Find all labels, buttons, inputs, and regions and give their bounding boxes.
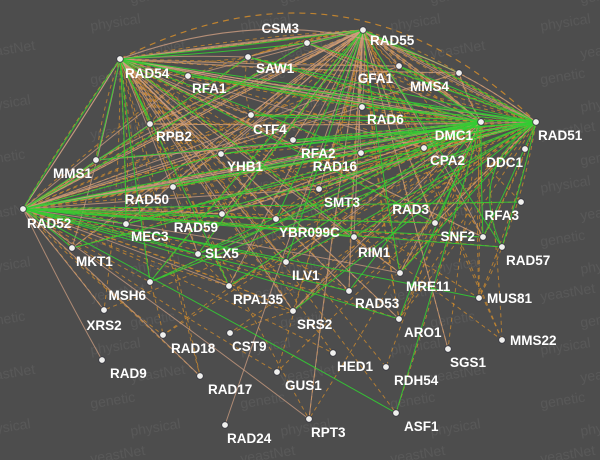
svg-text:ILV1: ILV1 bbox=[292, 268, 320, 283]
svg-text:DMC1: DMC1 bbox=[435, 128, 474, 143]
svg-text:MKT1: MKT1 bbox=[76, 254, 113, 269]
svg-text:SRS2: SRS2 bbox=[297, 317, 332, 332]
svg-text:YBR099C: YBR099C bbox=[279, 225, 340, 240]
svg-text:GFA1: GFA1 bbox=[358, 71, 394, 86]
svg-text:RPT3: RPT3 bbox=[311, 425, 346, 440]
svg-text:CST9: CST9 bbox=[232, 339, 267, 354]
svg-text:RAD55: RAD55 bbox=[370, 33, 415, 48]
svg-text:ASF1: ASF1 bbox=[404, 419, 439, 434]
svg-text:RDH54: RDH54 bbox=[394, 373, 439, 388]
svg-text:ARO1: ARO1 bbox=[404, 325, 442, 340]
svg-text:RAD18: RAD18 bbox=[171, 341, 216, 356]
svg-text:SMT3: SMT3 bbox=[324, 195, 360, 210]
svg-text:RAD17: RAD17 bbox=[208, 382, 252, 397]
svg-text:RAD50: RAD50 bbox=[125, 192, 169, 207]
svg-text:CSM3: CSM3 bbox=[261, 21, 299, 36]
svg-text:RPB2: RPB2 bbox=[156, 129, 192, 144]
svg-text:RFA3: RFA3 bbox=[484, 208, 519, 223]
svg-text:MEC3: MEC3 bbox=[131, 229, 169, 244]
svg-text:RFA1: RFA1 bbox=[192, 81, 227, 96]
svg-text:RAD54: RAD54 bbox=[125, 66, 170, 81]
svg-text:YHB1: YHB1 bbox=[227, 159, 264, 174]
svg-text:MMS4: MMS4 bbox=[410, 79, 449, 94]
svg-text:RAD51: RAD51 bbox=[538, 128, 583, 143]
svg-text:XRS2: XRS2 bbox=[86, 318, 121, 333]
svg-text:CPA2: CPA2 bbox=[430, 153, 465, 168]
svg-text:RAD53: RAD53 bbox=[355, 296, 400, 311]
svg-text:SGS1: SGS1 bbox=[450, 355, 487, 370]
svg-text:MMS1: MMS1 bbox=[53, 166, 92, 181]
svg-text:SNF2: SNF2 bbox=[440, 229, 475, 244]
svg-text:MMS22: MMS22 bbox=[510, 333, 557, 348]
svg-text:RAD52: RAD52 bbox=[27, 216, 71, 231]
svg-text:SAW1: SAW1 bbox=[256, 61, 295, 76]
svg-text:RAD59: RAD59 bbox=[174, 220, 218, 235]
svg-text:RAD16: RAD16 bbox=[313, 159, 358, 174]
svg-text:MSH6: MSH6 bbox=[108, 288, 146, 303]
svg-text:HED1: HED1 bbox=[337, 359, 374, 374]
svg-text:RAD9: RAD9 bbox=[110, 366, 147, 381]
svg-text:RAD24: RAD24 bbox=[227, 431, 272, 446]
svg-text:MRE11: MRE11 bbox=[406, 279, 451, 294]
svg-text:SLX5: SLX5 bbox=[205, 246, 239, 261]
svg-text:RAD3: RAD3 bbox=[392, 202, 429, 217]
svg-text:RAD57: RAD57 bbox=[506, 253, 550, 268]
svg-text:DDC1: DDC1 bbox=[486, 155, 523, 170]
svg-text:MUS81: MUS81 bbox=[487, 291, 533, 306]
svg-text:RAD6: RAD6 bbox=[367, 112, 404, 127]
svg-text:GUS1: GUS1 bbox=[285, 378, 322, 393]
svg-text:RPA135: RPA135 bbox=[233, 292, 284, 307]
svg-text:RIM1: RIM1 bbox=[358, 245, 391, 260]
svg-text:CTF4: CTF4 bbox=[253, 122, 287, 137]
